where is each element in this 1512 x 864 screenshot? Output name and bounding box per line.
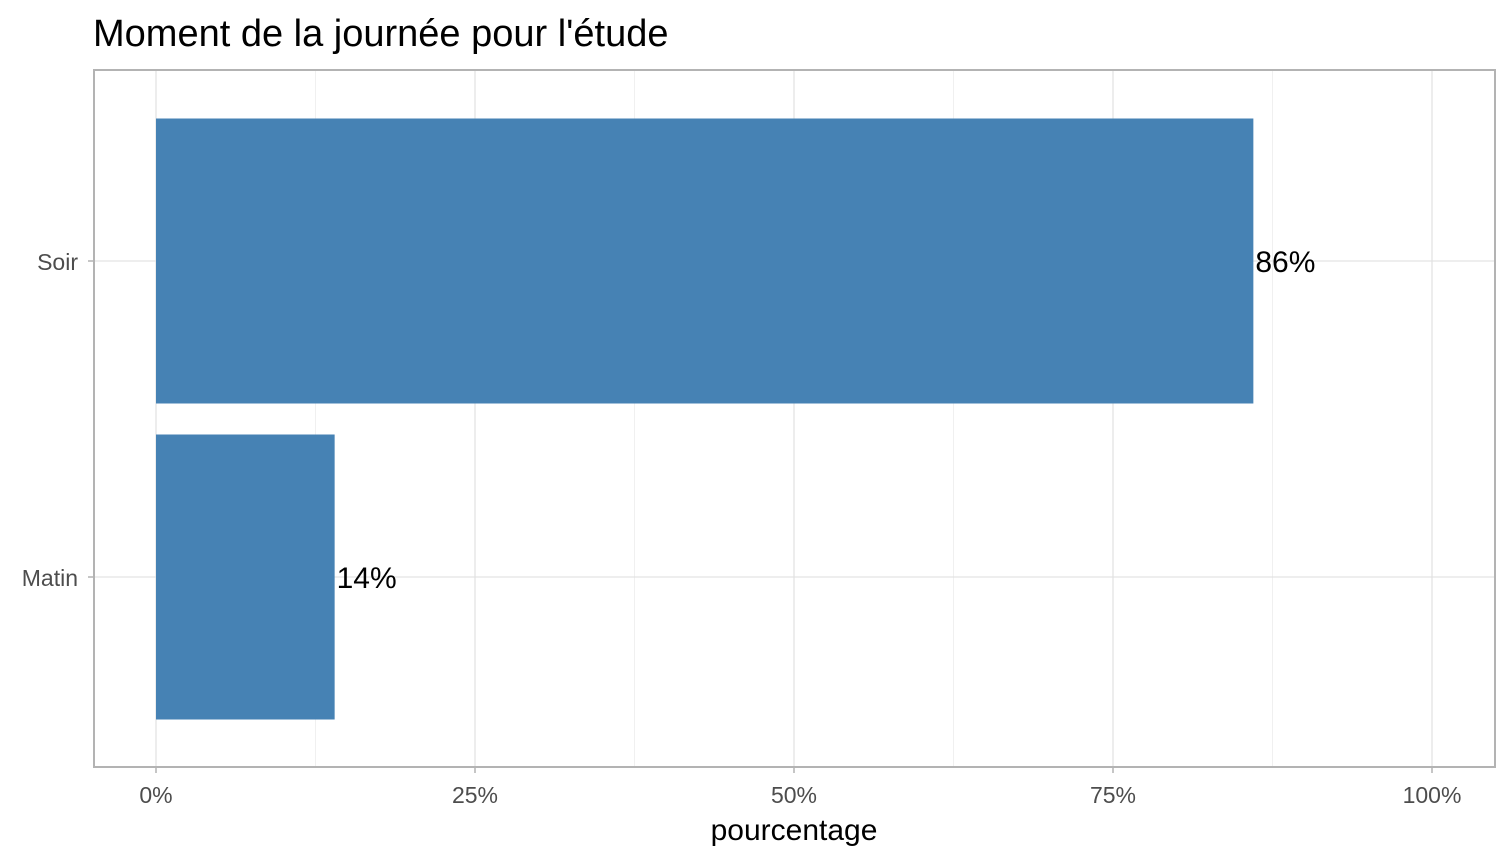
data-label-soir: 86% (1255, 246, 1315, 279)
x-tick-label: 0% (139, 782, 172, 808)
chart-title: Moment de la journée pour l'étude (93, 13, 669, 55)
data-label-matin: 14% (337, 562, 397, 595)
x-tick-label: 50% (771, 782, 817, 808)
x-tick-label: 25% (452, 782, 498, 808)
x-axis: 0% 25% 50% 75% 100% (139, 767, 1461, 808)
bars (156, 118, 1254, 720)
y-axis: Soir Matin (22, 249, 94, 591)
y-tick-label-matin: Matin (22, 565, 78, 591)
bar-soir (156, 118, 1254, 404)
data-labels: 86% 14% (337, 246, 1316, 595)
x-tick-label: 75% (1090, 782, 1136, 808)
bar-matin (156, 434, 335, 720)
y-tick-label-soir: Soir (37, 249, 78, 275)
x-tick-label: 100% (1403, 782, 1462, 808)
x-axis-title: pourcentage (711, 814, 878, 847)
